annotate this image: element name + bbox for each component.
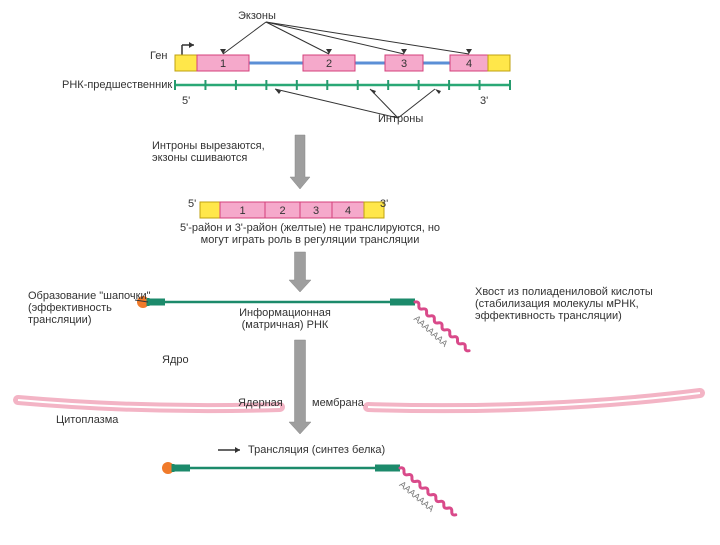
three-prime-2: 3'	[380, 198, 388, 210]
five-prime-1: 5'	[182, 95, 190, 107]
nucleus-label: Ядро	[162, 354, 189, 366]
translation-label: Трансляция (синтез белка)	[248, 444, 385, 456]
svg-text:4: 4	[466, 58, 472, 70]
rna-precursor-label: РНК-предшественник	[62, 79, 172, 91]
cap-note: Образование "шапочки" (эффективность тра…	[28, 290, 168, 326]
introns-label: Интроны	[378, 113, 423, 125]
svg-text:3: 3	[401, 58, 407, 70]
splicing-note: Интроны вырезаются, экзоны сшиваются	[152, 140, 282, 164]
five-prime-2: 5'	[188, 198, 196, 210]
nuclear-membrane-1: Ядерная	[238, 397, 283, 409]
nuclear-membrane-2: мембрана	[312, 397, 364, 409]
mrna-label: Информационная (матричная) РНК	[225, 307, 345, 331]
cytoplasm-label: Цитоплазма	[56, 414, 118, 426]
svg-text:1: 1	[220, 58, 226, 70]
svg-text:2: 2	[279, 205, 285, 217]
utr-note: 5'-район и 3'-район (желтые) не транслир…	[170, 222, 450, 246]
svg-text:2: 2	[326, 58, 332, 70]
exons-title: Экзоны	[238, 10, 276, 22]
svg-text:AAAAAAA: AAAAAAA	[398, 479, 437, 514]
svg-text:4: 4	[345, 205, 351, 217]
polya-note: Хвост из полиадениловой кислоты (стабили…	[475, 286, 680, 322]
svg-text:1: 1	[239, 205, 245, 217]
svg-text:3: 3	[313, 205, 319, 217]
gene-label: Ген	[150, 50, 167, 62]
three-prime-1: 3'	[480, 95, 488, 107]
